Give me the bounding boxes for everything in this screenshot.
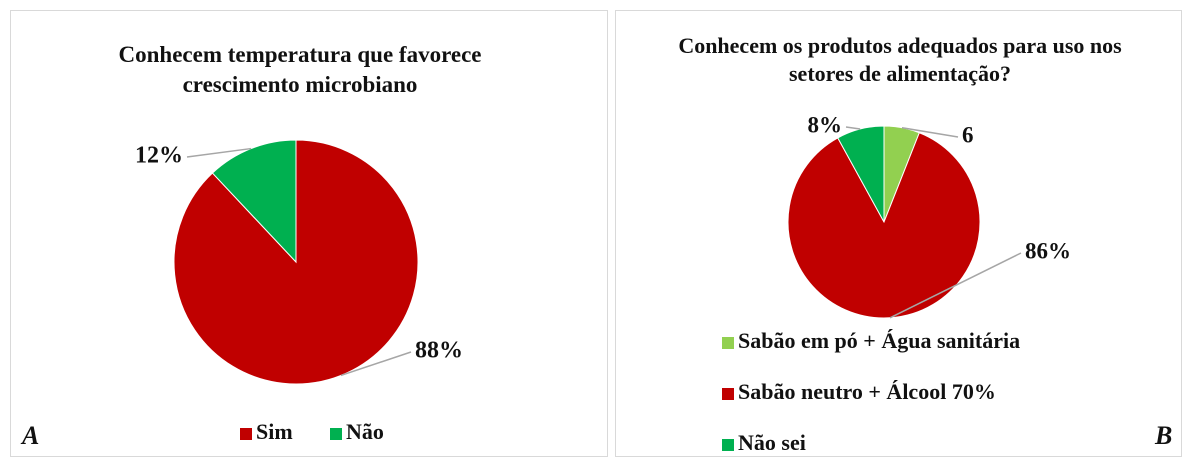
legend-swatch [240, 428, 252, 440]
data-label: 86% [1025, 238, 1071, 263]
legend-swatch [330, 428, 342, 440]
leader-line [901, 126, 959, 138]
leader-line [889, 252, 1022, 319]
legend-label: Sim [256, 419, 293, 444]
legend-label: Sabão neutro + Álcool 70% [738, 379, 996, 404]
leader-line [186, 147, 252, 158]
chart-title: Conhecem temperatura que favorece cresci… [118, 42, 482, 97]
data-label: 88% [415, 338, 463, 364]
chart-title: Conhecem os produtos adequados para uso … [678, 33, 1122, 86]
legend-swatch [722, 388, 734, 400]
leader-line [845, 126, 861, 130]
data-label: 8% [808, 112, 843, 137]
data-label: 6 [962, 122, 974, 147]
leader-line [340, 351, 412, 377]
data-label: 12% [135, 143, 183, 169]
panel-a [10, 10, 608, 457]
legend-swatch [722, 337, 734, 349]
panel-label: B [1154, 421, 1172, 450]
panel-label: A [20, 421, 39, 450]
panel-b [615, 10, 1182, 457]
pie-slice [837, 125, 885, 223]
legend-label: Não [346, 419, 384, 444]
legend-swatch [722, 439, 734, 451]
legend-label: Sabão em pó + Água sanitária [738, 328, 1020, 353]
legend-label: Não sei [738, 430, 806, 455]
